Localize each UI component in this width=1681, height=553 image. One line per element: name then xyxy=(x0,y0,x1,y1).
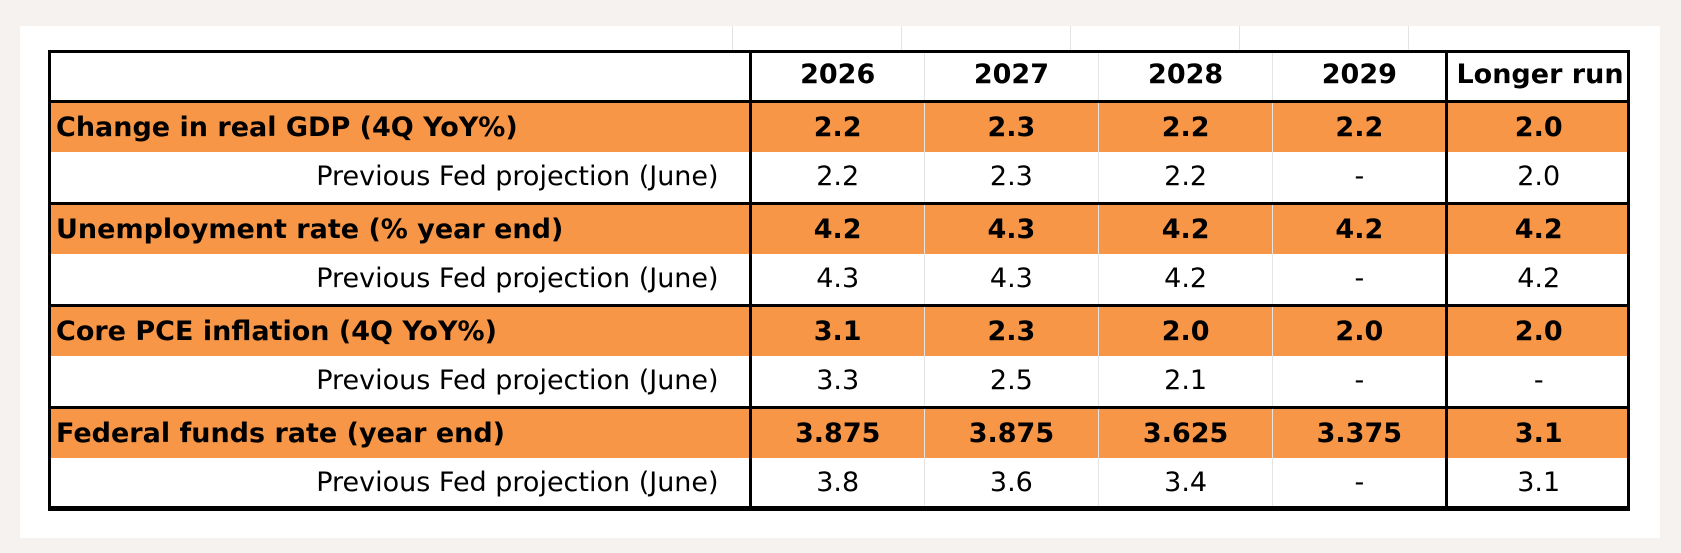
table-cell: - xyxy=(1272,356,1449,407)
table-cell: 3.4 xyxy=(1098,458,1274,509)
table-cell: 2.0 xyxy=(1446,101,1630,152)
gridline xyxy=(1070,26,1071,50)
table-cell: 2.1 xyxy=(1098,356,1274,407)
table-cell: 2.0 xyxy=(1446,305,1630,356)
table-cell: 2.5 xyxy=(924,356,1100,407)
table-cell: 4.3 xyxy=(750,254,925,305)
gridline xyxy=(1408,26,1409,50)
column-header: 2029 xyxy=(1272,50,1449,101)
row-label: Previous Fed projection (June) xyxy=(48,254,752,305)
gridline xyxy=(1239,26,1240,50)
column-header xyxy=(48,50,752,101)
fed-projections-table: 2026 2027 2028 2029 Longer run Change in… xyxy=(48,50,1630,511)
column-header: 2028 xyxy=(1098,50,1274,101)
table-cell: 2.2 xyxy=(1098,101,1274,152)
table-cell: 2.2 xyxy=(750,101,925,152)
table-cell: 3.375 xyxy=(1272,407,1449,458)
gridline xyxy=(732,26,733,50)
table-cell: 3.1 xyxy=(1446,407,1630,458)
table-cell: 2.3 xyxy=(924,101,1100,152)
table-body: Change in real GDP (4Q YoY%) 2.2 2.3 2.2 2.2… xyxy=(48,101,1630,509)
table-row-previous: Previous Fed projection (June) 3.8 3.6 3.4-… xyxy=(48,458,1630,509)
table-row: Change in real GDP (4Q YoY%) 2.2 2.3 2.2 2.2… xyxy=(48,101,1630,152)
column-header: Longer run xyxy=(1446,50,1630,101)
table-cell: 4.2 xyxy=(1446,254,1630,305)
table-cell: - xyxy=(1272,152,1449,203)
row-label: Federal funds rate (year end) xyxy=(48,407,752,458)
table-cell: 3.625 xyxy=(1098,407,1274,458)
row-label: Change in real GDP (4Q YoY%) xyxy=(48,101,752,152)
table-cell: 3.6 xyxy=(924,458,1100,509)
table-cell: 3.875 xyxy=(924,407,1100,458)
table-cell: 4.2 xyxy=(1098,254,1274,305)
table-cell: - xyxy=(1272,458,1449,509)
table-cell: 4.2 xyxy=(1272,203,1449,254)
table-cell: - xyxy=(1272,254,1449,305)
table-cell: 3.1 xyxy=(750,305,925,356)
table-row: Federal funds rate (year end) 3.875 3.875 3… xyxy=(48,407,1630,458)
projections-card: 2026 2027 2028 2029 Longer run Change in… xyxy=(20,26,1660,538)
table-cell: 3.3 xyxy=(750,356,925,407)
gridline xyxy=(901,26,902,50)
table-cell: 3.8 xyxy=(750,458,925,509)
row-label: Previous Fed projection (June) xyxy=(48,152,752,203)
table-cell: 2.0 xyxy=(1272,305,1449,356)
table-row: Unemployment rate (% year end) 4.2 4.3 4.2 4… xyxy=(48,203,1630,254)
table-cell: 2.0 xyxy=(1098,305,1274,356)
table-cell: 2.2 xyxy=(1098,152,1274,203)
table-cell: 2.0 xyxy=(1446,152,1630,203)
row-label: Previous Fed projection (June) xyxy=(48,458,752,509)
table-cell: 3.1 xyxy=(1446,458,1630,509)
table-cell: 4.3 xyxy=(924,254,1100,305)
row-label: Unemployment rate (% year end) xyxy=(48,203,752,254)
table-cell: 2.2 xyxy=(750,152,925,203)
table-cell: 4.2 xyxy=(1446,203,1630,254)
table-cell: 3.875 xyxy=(750,407,925,458)
row-label: Previous Fed projection (June) xyxy=(48,356,752,407)
column-header: 2026 xyxy=(750,50,925,101)
table-cell: 4.3 xyxy=(924,203,1100,254)
table-cell: 2.2 xyxy=(1272,101,1449,152)
header-row: 2026 2027 2028 2029 Longer run xyxy=(48,50,1630,101)
column-header: 2027 xyxy=(924,50,1100,101)
table-row-previous: Previous Fed projection (June) 4.3 4.3 4.2-… xyxy=(48,254,1630,305)
table-cell: 4.2 xyxy=(1098,203,1274,254)
table-row: Core PCE inflation (4Q YoY%) 3.1 2.3 2.0 2.0… xyxy=(48,305,1630,356)
table-cell: 2.3 xyxy=(924,152,1100,203)
table-row-previous: Previous Fed projection (June) 3.3 2.5 2.1-… xyxy=(48,356,1630,407)
row-label: Core PCE inflation (4Q YoY%) xyxy=(48,305,752,356)
table-cell: 4.2 xyxy=(750,203,925,254)
table-cell: - xyxy=(1446,356,1630,407)
table-row-previous: Previous Fed projection (June) 2.2 2.3 2.2-… xyxy=(48,152,1630,203)
table-cell: 2.3 xyxy=(924,305,1100,356)
